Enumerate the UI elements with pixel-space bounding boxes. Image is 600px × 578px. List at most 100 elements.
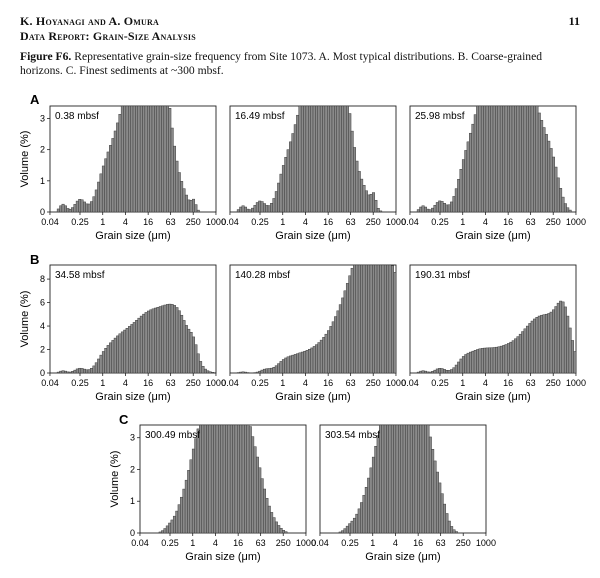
histogram-bar xyxy=(568,327,572,374)
histogram-bar xyxy=(367,264,371,374)
histogram-bar xyxy=(364,264,368,374)
histogram-bar xyxy=(130,324,134,374)
x-tick-label: 0.04 xyxy=(221,217,239,227)
histogram-bar xyxy=(372,264,375,374)
y-axis-label: Volume (%) xyxy=(19,131,31,188)
running-header: K. Hoyanagi and A. Omura Data Report: Gr… xyxy=(20,14,580,44)
histogram-bar xyxy=(507,343,510,374)
x-axis-label: Grain size (μm) xyxy=(275,391,350,403)
histogram-bar xyxy=(388,264,392,374)
histogram-bar xyxy=(73,369,77,374)
histogram-bar xyxy=(461,356,465,374)
histogram-bar xyxy=(71,207,75,213)
histogram-bar xyxy=(90,368,94,374)
histogram-bar xyxy=(421,205,425,213)
histogram-bar xyxy=(447,520,451,534)
x-tick-label: 0.25 xyxy=(161,538,179,548)
histogram-bar xyxy=(262,203,266,213)
histogram-bar xyxy=(194,438,198,534)
histogram-bar xyxy=(241,205,245,213)
histogram-bar xyxy=(66,208,70,213)
histogram-bar xyxy=(142,105,146,213)
histogram-bar xyxy=(130,105,134,213)
histogram-bar xyxy=(490,105,494,213)
histogram-panel: 0.04 0.25 1 4 16 63 250 1000 Grain size (μm) 303.… xyxy=(311,424,496,563)
histogram-bar xyxy=(379,264,383,374)
histogram-bar xyxy=(464,150,468,213)
histogram-bar xyxy=(175,510,179,534)
histogram-bar xyxy=(331,105,335,213)
histogram-bar xyxy=(438,482,442,534)
histogram-panel: 0.04 0.25 1 4 16 63 250 1000 Grain size (μm) 25.9… xyxy=(401,105,586,242)
histogram-bar xyxy=(187,328,191,374)
histogram-bar xyxy=(189,200,193,213)
histogram-bar xyxy=(80,368,84,374)
histogram-bar xyxy=(232,424,236,534)
histogram-bar xyxy=(118,333,122,374)
histogram-bar xyxy=(90,201,94,213)
histogram-bar xyxy=(424,370,427,374)
x-tick-label: 16 xyxy=(233,538,243,548)
histogram-bar xyxy=(372,192,375,213)
x-tick-label: 63 xyxy=(166,217,176,227)
histogram-bar xyxy=(168,522,172,534)
histogram-bar xyxy=(244,371,247,374)
x-tick-label: 250 xyxy=(186,217,201,227)
histogram-bar xyxy=(182,488,186,534)
histogram-bar xyxy=(71,371,75,374)
histogram-bar xyxy=(459,358,463,374)
histogram-bar xyxy=(324,105,328,213)
histogram-bar xyxy=(241,371,245,374)
histogram-bar xyxy=(149,309,153,374)
y-tick-label: 0 xyxy=(40,207,45,217)
histogram-bar xyxy=(322,337,326,374)
histogram-bar xyxy=(68,208,72,213)
histogram-bar xyxy=(426,208,430,213)
histogram-bar xyxy=(184,479,188,534)
histogram-bar xyxy=(87,203,91,213)
x-tick-label: 0.25 xyxy=(431,378,449,388)
histogram-bar xyxy=(312,346,316,374)
histogram-panel: 0.04 0.25 1 4 16 63 250 1000 0 1 2 3 Volume (%) Grain… xyxy=(109,424,316,563)
x-tick-label: 0.04 xyxy=(401,378,419,388)
histogram-bar xyxy=(552,309,555,374)
histogram-bar xyxy=(125,328,129,374)
histogram-bar xyxy=(199,361,203,374)
histogram-bar xyxy=(376,435,380,534)
histogram-bar xyxy=(350,267,354,374)
histogram-bar xyxy=(253,446,257,534)
histogram-bar xyxy=(101,351,105,374)
histogram-bar xyxy=(175,160,179,213)
histogram-bar xyxy=(431,371,435,374)
histogram-bar xyxy=(435,471,439,534)
histogram-bar xyxy=(61,370,65,374)
histogram-bar xyxy=(142,313,146,374)
histogram-bar xyxy=(549,148,553,213)
histogram-bar xyxy=(265,205,269,213)
histogram-bar xyxy=(511,340,515,374)
histogram-bar xyxy=(421,370,425,374)
x-tick-label: 4 xyxy=(213,538,218,548)
histogram-bar xyxy=(357,171,361,213)
x-tick-label: 63 xyxy=(346,378,356,388)
histogram-bar xyxy=(246,208,250,213)
histogram-bar xyxy=(154,307,158,374)
histogram-bar xyxy=(544,313,548,374)
histogram-bar xyxy=(530,320,534,374)
x-tick-label: 16 xyxy=(143,217,153,227)
histogram-bar xyxy=(388,424,392,534)
histogram-bar xyxy=(248,209,252,213)
x-tick-label: 250 xyxy=(546,378,561,388)
histogram-bar xyxy=(386,264,390,374)
histogram-bar xyxy=(391,265,394,374)
histogram-bar xyxy=(374,264,378,374)
histogram-bar xyxy=(499,105,503,213)
x-tick-label: 0.04 xyxy=(401,217,419,227)
histogram-bar xyxy=(85,369,89,374)
y-axis-label: Volume (%) xyxy=(109,451,121,508)
histogram-bar xyxy=(428,436,432,534)
histogram-bar xyxy=(552,156,555,213)
histogram-bar xyxy=(284,157,288,213)
histogram-bar xyxy=(239,206,243,213)
histogram-bar xyxy=(296,114,300,213)
